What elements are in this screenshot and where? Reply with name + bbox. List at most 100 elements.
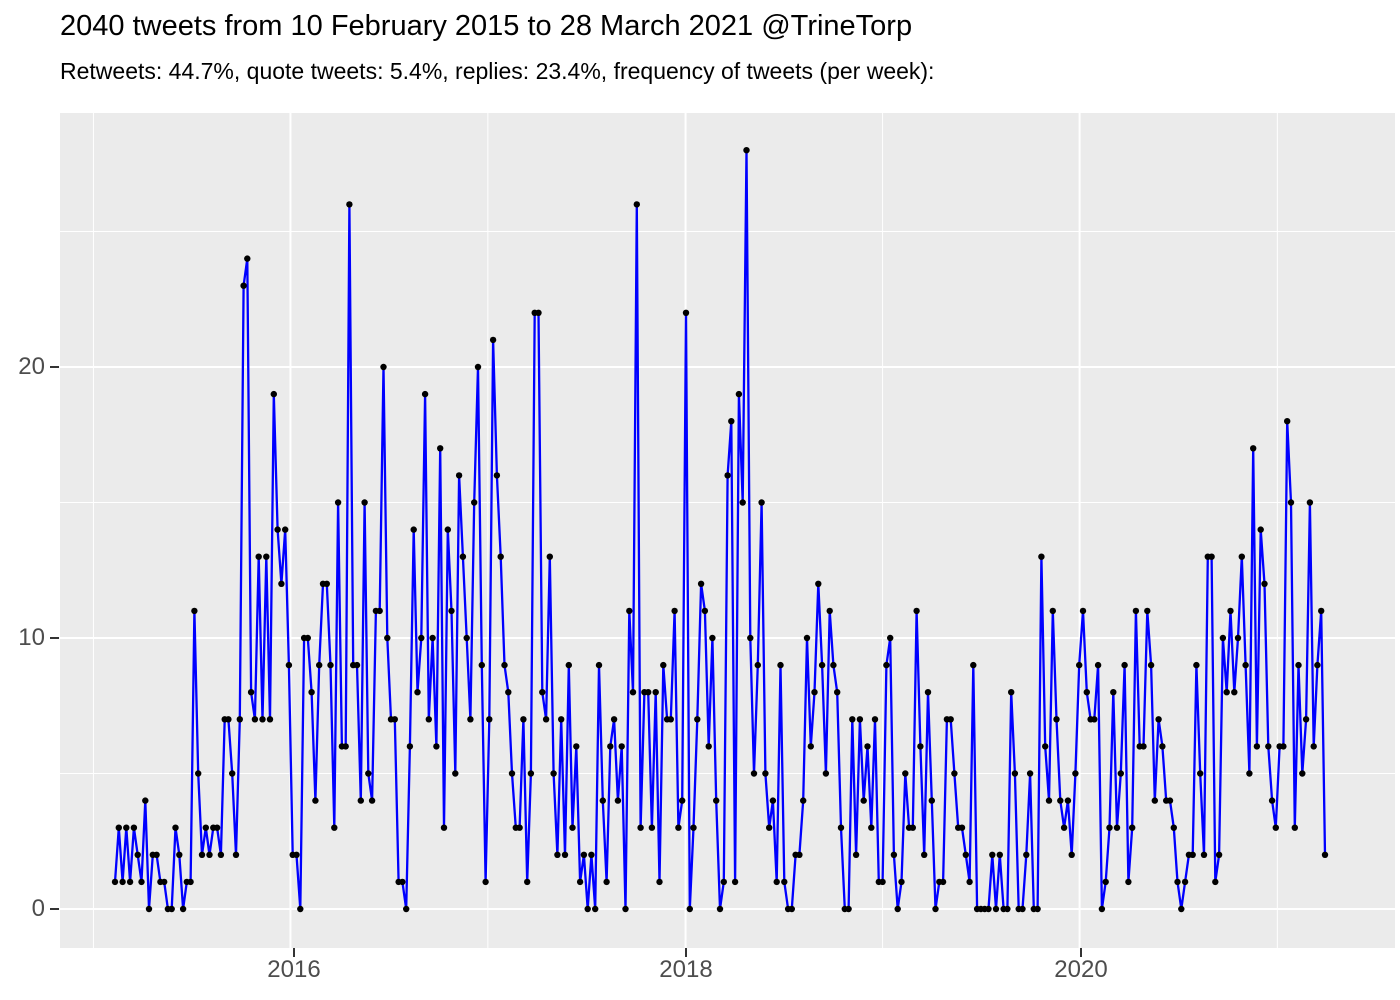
data-point <box>516 824 523 831</box>
data-point <box>312 797 319 804</box>
data-point <box>917 743 924 750</box>
data-point <box>482 878 489 886</box>
data-point <box>845 905 852 913</box>
data-point <box>580 851 588 858</box>
data-point <box>743 147 750 154</box>
data-point <box>1295 661 1302 669</box>
data-point <box>622 905 629 913</box>
data-point <box>697 580 705 587</box>
data-point <box>1318 607 1325 615</box>
data-point <box>213 824 221 831</box>
data-point <box>962 851 969 858</box>
data-point <box>1287 499 1295 506</box>
data-point <box>365 770 372 777</box>
data-point <box>471 499 478 506</box>
data-point <box>837 824 845 831</box>
data-point <box>1212 878 1219 886</box>
data-point <box>554 851 561 858</box>
data-point <box>660 661 667 669</box>
x-axis-label-2018: 2018 <box>659 956 713 983</box>
data-point <box>1011 770 1019 777</box>
data-point <box>334 499 342 506</box>
data-point <box>800 797 807 804</box>
data-point <box>111 878 119 886</box>
data-point <box>527 770 535 777</box>
data-point <box>433 743 440 750</box>
data-point <box>1321 851 1329 858</box>
data-point <box>1257 526 1264 533</box>
data-point <box>119 878 126 886</box>
data-point <box>418 634 425 642</box>
data-point <box>1310 743 1317 750</box>
data-point <box>1083 689 1090 696</box>
data-point <box>429 634 436 642</box>
data-point <box>376 607 383 615</box>
data-point <box>1129 824 1136 831</box>
data-point <box>493 472 501 479</box>
x-axis-tick-2016 <box>293 948 295 957</box>
data-point <box>818 661 826 669</box>
data-point <box>769 797 777 804</box>
data-point <box>1227 607 1234 615</box>
data-point <box>1159 743 1166 750</box>
x-axis-tick-2018 <box>685 948 687 957</box>
data-point <box>690 824 697 831</box>
data-point <box>852 851 860 858</box>
data-point <box>595 661 603 669</box>
data-point <box>603 878 610 886</box>
data-point <box>179 905 187 913</box>
data-point <box>754 661 761 669</box>
data-point <box>762 770 769 777</box>
data-point <box>410 526 417 533</box>
data-point <box>406 743 414 750</box>
data-point <box>316 661 323 669</box>
data-point <box>1189 851 1196 858</box>
data-point <box>368 797 376 804</box>
data-point <box>599 797 606 804</box>
data-point <box>1057 797 1064 804</box>
data-point <box>467 716 474 723</box>
data-point <box>145 905 153 913</box>
data-point <box>1068 851 1075 858</box>
data-point <box>1197 770 1204 777</box>
data-point <box>1261 580 1268 587</box>
data-point <box>777 661 784 669</box>
data-point <box>508 770 516 777</box>
data-point <box>1246 770 1253 777</box>
data-point <box>909 824 916 831</box>
data-point <box>573 743 580 750</box>
data-point <box>463 634 470 642</box>
y-axis-label-10: 10 <box>18 624 45 651</box>
data-point <box>1110 689 1117 696</box>
data-point <box>1181 878 1189 886</box>
data-point <box>709 634 716 642</box>
data-point <box>323 580 330 587</box>
data-point <box>285 661 293 669</box>
data-point <box>1034 905 1041 913</box>
x-axis-label-2020: 2020 <box>1054 956 1108 983</box>
data-point <box>206 851 213 858</box>
data-point <box>304 634 311 642</box>
data-point <box>130 824 138 831</box>
chart-title: 2040 tweets from 10 February 2015 to 28 … <box>60 10 913 42</box>
data-point <box>191 607 198 615</box>
data-point <box>958 824 966 831</box>
data-point <box>766 824 773 831</box>
data-point <box>251 716 259 723</box>
y-axis-tick-0 <box>50 908 59 910</box>
y-axis-tick-20 <box>50 366 59 368</box>
data-point <box>399 878 406 886</box>
data-point <box>1023 851 1030 858</box>
data-point <box>448 607 455 615</box>
data-point <box>1072 770 1079 777</box>
data-point <box>750 770 758 777</box>
data-point <box>282 526 289 533</box>
data-point <box>486 716 493 723</box>
data-point <box>440 824 448 831</box>
data-point <box>758 499 765 506</box>
data-point <box>951 770 958 777</box>
data-point <box>342 743 349 750</box>
data-point <box>679 797 686 804</box>
data-point <box>652 689 659 696</box>
data-point <box>232 851 240 858</box>
